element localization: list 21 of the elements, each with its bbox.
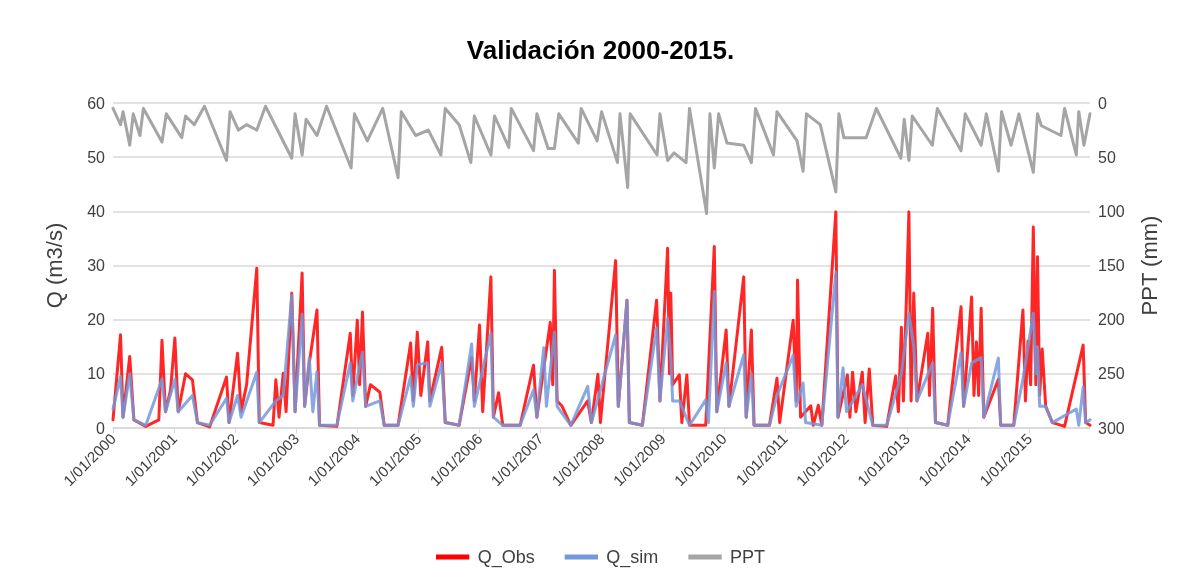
y2-tick-label: 0 (1098, 94, 1107, 112)
y2-axis-title: PPT (mm) (1136, 215, 1162, 316)
y-tick-label: 50 (87, 148, 106, 166)
y2-tick-label: 200 (1098, 311, 1125, 329)
y2-tick-label: 150 (1098, 257, 1125, 274)
line-series (111, 104, 1092, 215)
chart-title: Validación 2000-2015. (466, 35, 735, 65)
y-tick-label: 20 (87, 311, 106, 329)
y2-tick-label: 50 (1098, 148, 1116, 166)
legend-label: Q_sim (606, 547, 659, 568)
y-axis-title: Q (m3/s) (41, 222, 67, 309)
y2-tick-label: 100 (1098, 202, 1125, 220)
y-tick-label: 60 (87, 94, 106, 112)
legend-label: Q_Obs (477, 547, 535, 568)
y2-tick-label: 250 (1098, 365, 1125, 383)
y2-tick-label: 300 (1098, 419, 1125, 437)
y-tick-label: 10 (87, 365, 106, 383)
y-tick-label: 0 (96, 419, 106, 437)
y-tick-label: 30 (87, 257, 106, 274)
y-tick-label: 40 (87, 202, 106, 220)
legend-label: PPT (730, 547, 766, 567)
